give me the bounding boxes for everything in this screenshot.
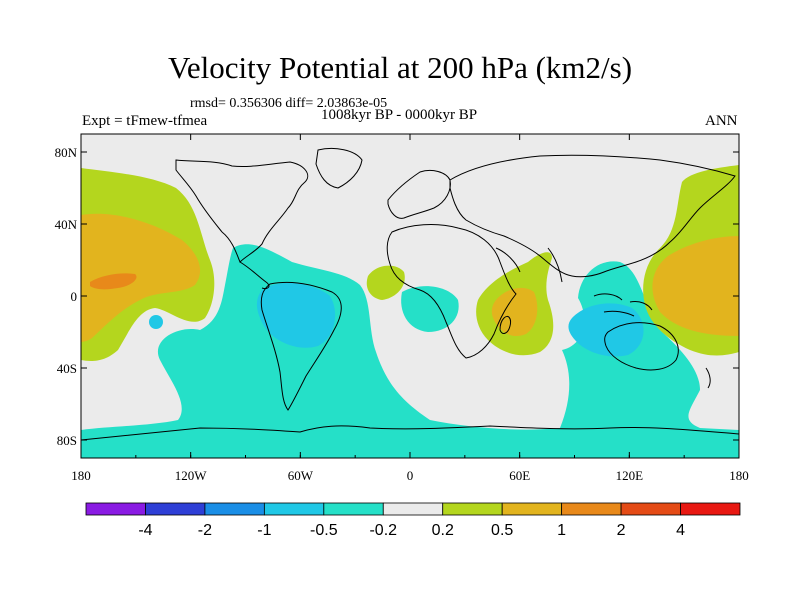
colorbar-label: -0.5: [310, 522, 338, 539]
lon-tick-label: 180: [71, 468, 91, 483]
lat-tick-label: 0: [71, 289, 78, 304]
lon-tick-label: 120E: [616, 468, 644, 483]
moderate-positive-africa: [491, 287, 538, 337]
colorbar-label: -1: [257, 522, 271, 539]
lat-tick-label: 80S: [57, 433, 77, 448]
latitude-axis: 80N 40N 0 40S 80S: [55, 145, 739, 448]
lon-tick-label: 60E: [509, 468, 530, 483]
colorbar-swatch: [382, 502, 444, 516]
colorbar-swatch: [85, 502, 146, 516]
period-label: 1008kyr BP - 0000kyr BP: [321, 107, 478, 123]
colorbar-label: 4: [676, 522, 685, 539]
negative-region-americas: [81, 244, 739, 458]
colorbar-label: 2: [617, 522, 626, 539]
lon-tick-label: 60W: [288, 468, 314, 483]
lon-tick-label: 120W: [175, 468, 208, 483]
colorbar-label: -4: [138, 522, 152, 539]
colorbar-swatch: [323, 502, 384, 516]
season-label: ANN: [705, 113, 738, 129]
strong-positive-west-pacific: [90, 273, 137, 290]
strong-negative-south-america: [256, 282, 336, 348]
colorbar-labels: -4 -2 -1 -0.5 -0.2 0.2 0.5 1 2 4: [138, 522, 685, 539]
colorbar-swatch: [442, 502, 503, 516]
colorbar-label: 0.2: [432, 522, 454, 539]
lat-tick-label: 80N: [55, 145, 78, 160]
colorbar-swatch: [680, 502, 741, 516]
negative-spot-pacific: [149, 315, 163, 329]
colorbar-label: -2: [198, 522, 212, 539]
coastlines: [81, 147, 739, 441]
moderate-positive-east-pacific: [652, 236, 739, 336]
negative-region-atlantic: [401, 286, 459, 332]
colorbar-label: 0.5: [491, 522, 513, 539]
colorbar-swatch: [501, 502, 563, 516]
lon-tick-label: 180: [729, 468, 749, 483]
lat-tick-label: 40N: [55, 217, 78, 232]
colorbar-swatch: [620, 502, 681, 516]
colorbar-swatch: [561, 502, 622, 516]
colorbar-label: -0.2: [369, 522, 397, 539]
colorbar-swatch: [204, 502, 265, 516]
map-title: Velocity Potential at 200 hPa (km2/s): [167, 50, 633, 85]
moderate-positive-west-pacific: [81, 213, 201, 342]
strong-negative-indian-ocean: [568, 303, 644, 357]
colorbar-swatch: [145, 502, 206, 516]
colorbar-label: 1: [557, 522, 566, 539]
stats-label: rmsd= 0.356306 diff= 2.03863e-05: [190, 96, 388, 111]
lat-tick-label: 40S: [57, 361, 77, 376]
experiment-label: Expt = tFmew-tfmea: [82, 113, 208, 129]
colorbar: [85, 502, 741, 516]
colorbar-swatch: [263, 502, 325, 516]
contour-field: [81, 134, 739, 458]
longitude-axis: 180 120W 60W 0 60E 120E 180: [71, 134, 749, 483]
lon-tick-label: 0: [407, 468, 414, 483]
